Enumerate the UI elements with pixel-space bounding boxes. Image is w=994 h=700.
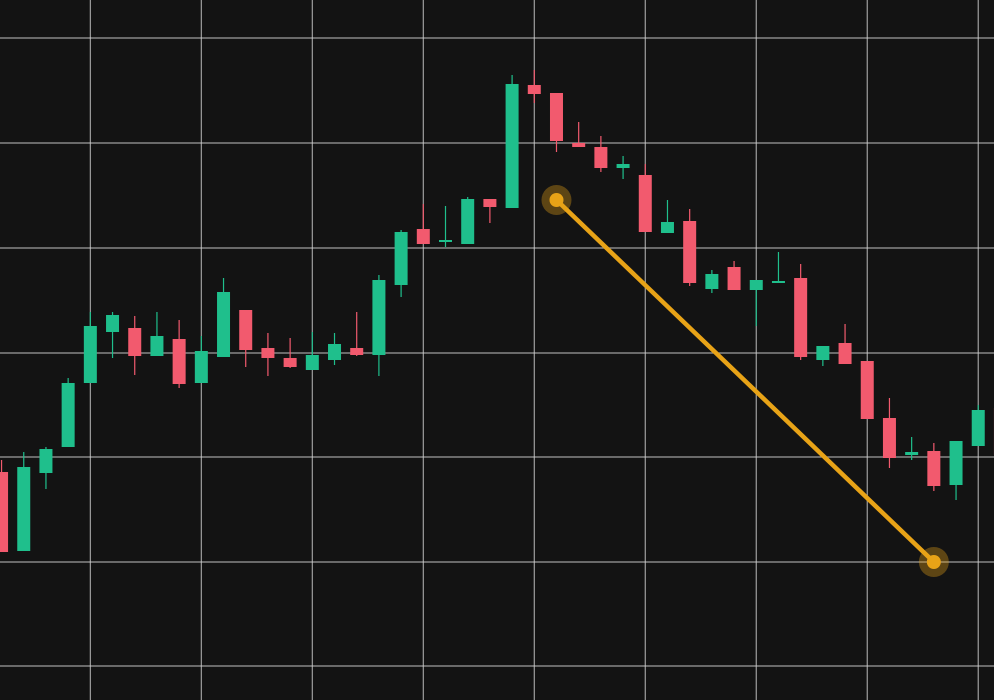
candle-body [150, 336, 164, 356]
candle-body [0, 472, 9, 552]
candle-body [439, 240, 453, 242]
candle-body [527, 85, 541, 94]
candle-body [727, 267, 741, 290]
candle-body [860, 361, 874, 419]
candle-body [705, 274, 719, 289]
candle-body [394, 232, 408, 285]
candle-body [794, 278, 808, 357]
candle-body [927, 451, 941, 486]
trend-handle [549, 193, 564, 207]
candle-body [305, 355, 319, 370]
candle-body [683, 221, 697, 283]
candle-body [882, 418, 896, 458]
candle-body [771, 281, 785, 283]
candle-body [572, 143, 586, 147]
candle-body [749, 280, 763, 290]
candle-body [594, 147, 608, 168]
candle-body [838, 343, 852, 364]
candle-body [39, 449, 53, 473]
candle-body [61, 383, 75, 447]
candle-body [638, 175, 652, 232]
candle-body [505, 84, 519, 208]
candle-body [239, 310, 253, 350]
candle-body [17, 467, 31, 551]
candle-body [261, 348, 275, 358]
candle-body [328, 344, 342, 360]
candle-body [549, 93, 563, 141]
candle-body [194, 351, 208, 383]
candle-body [905, 452, 919, 455]
candle-body [949, 441, 963, 485]
candle-body [217, 292, 231, 357]
candle-body [350, 348, 364, 355]
candle-body [616, 164, 630, 168]
candle-body [172, 339, 186, 384]
candle-body [283, 358, 297, 367]
candle-body [416, 229, 430, 244]
candle-body [83, 326, 97, 383]
candle-body [483, 199, 497, 207]
candle-body [461, 199, 475, 244]
candle-body [816, 346, 830, 360]
candle-body [971, 410, 985, 446]
trend-handle [926, 555, 941, 569]
candle-body [372, 280, 386, 355]
candle-body [660, 222, 674, 233]
trend-line [554, 197, 937, 565]
candle-body [128, 328, 142, 356]
candle-body [106, 315, 120, 332]
